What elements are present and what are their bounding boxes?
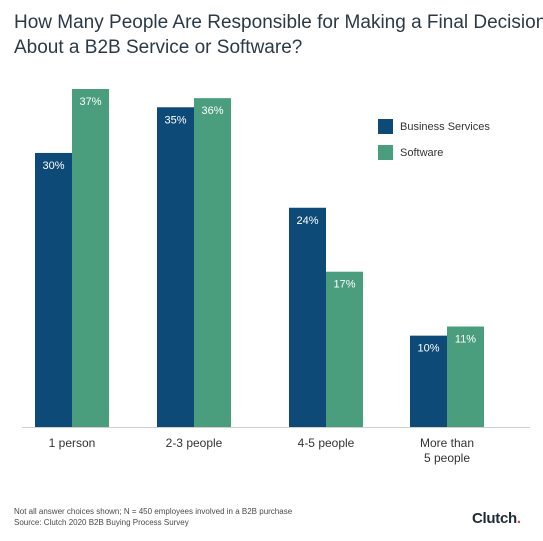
legend-label-business-services: Business Services (400, 121, 490, 133)
legend-swatch-business-services (378, 119, 393, 134)
bar-software-3 (447, 326, 484, 427)
chart-title: How Many People Are Responsible for Maki… (14, 10, 543, 60)
data-label-business-services-2: 24% (296, 215, 318, 227)
chart-title-line-2: About a B2B Service or Software? (14, 37, 303, 58)
x-tick-label-1: 2-3 people (166, 436, 223, 450)
bar-business-services-2 (289, 207, 326, 427)
x-tick-label-0: 1 person (49, 436, 96, 450)
data-label-software-0: 37% (79, 96, 101, 108)
data-label-business-services-0: 30% (42, 160, 64, 172)
bar-software-0 (72, 89, 109, 427)
bar-business-services-3 (410, 335, 447, 427)
chart-title-line-1: How Many People Are Responsible for Maki… (14, 12, 543, 33)
legend-swatch-software (378, 145, 393, 160)
data-label-business-services-1: 35% (164, 114, 186, 126)
data-label-software-1: 36% (201, 105, 223, 117)
data-label-software-3: 11% (455, 334, 476, 346)
clutch-logo-dot: . (516, 510, 521, 527)
footnote-source: Source: Clutch 2020 B2B Buying Process S… (14, 518, 189, 527)
data-label-business-services-3: 10% (417, 343, 439, 355)
clutch-logo: Clutch. (472, 510, 521, 527)
bar-software-2 (326, 271, 363, 427)
x-tick-label-3-line-1: 5 people (424, 451, 470, 465)
footnote: Not all answer choices shown; N = 450 em… (14, 506, 292, 528)
bar-software-1 (194, 98, 231, 427)
x-tick-label-3-line-0: More than (420, 436, 474, 450)
clutch-logo-text: Clutch (472, 510, 517, 527)
bar-business-services-1 (157, 107, 194, 428)
footnote-line-1: Not all answer choices shown; N = 450 em… (14, 507, 293, 516)
legend-label-software: Software (400, 147, 443, 159)
data-label-software-2: 17% (333, 279, 355, 291)
bar-business-services-0 (35, 152, 72, 427)
x-tick-label-2: 4-5 people (298, 436, 355, 450)
